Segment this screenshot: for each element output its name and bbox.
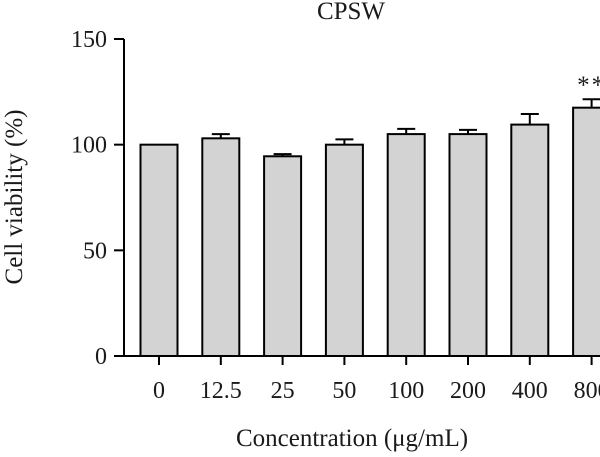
bar <box>510 123 550 357</box>
bars: ** <box>139 72 600 357</box>
x-axis-title: Concentration (μg/mL) <box>236 425 468 452</box>
x-ticks: 0 12.5 25 50 100 200 400 800 <box>153 356 600 404</box>
y-tick-label: 100 <box>71 133 107 159</box>
x-tick-label: 800 <box>574 378 600 404</box>
y-tick-label: 50 <box>83 238 107 264</box>
bar <box>572 106 600 357</box>
x-tick-label: 400 <box>512 378 548 404</box>
bar <box>324 143 364 357</box>
bar <box>386 133 426 357</box>
x-tick-label: 0 <box>153 378 165 404</box>
significance-label: ** <box>577 72 600 99</box>
x-tick-label: 25 <box>271 378 295 404</box>
x-tick-label: 200 <box>450 378 486 404</box>
bar <box>139 143 179 357</box>
y-axis-title: Cell viability (%) <box>1 110 28 285</box>
y-ticks: 0 50 100 150 <box>71 27 124 370</box>
bar <box>263 155 303 357</box>
bar <box>201 137 241 357</box>
x-tick-label: 100 <box>388 378 424 404</box>
x-tick-label: 50 <box>332 378 356 404</box>
y-tick-label: 150 <box>71 27 107 53</box>
chart-title: CPSW <box>317 0 385 25</box>
x-tick-label: 12.5 <box>200 378 242 404</box>
y-tick-label: 0 <box>95 344 107 370</box>
bar <box>448 133 488 357</box>
